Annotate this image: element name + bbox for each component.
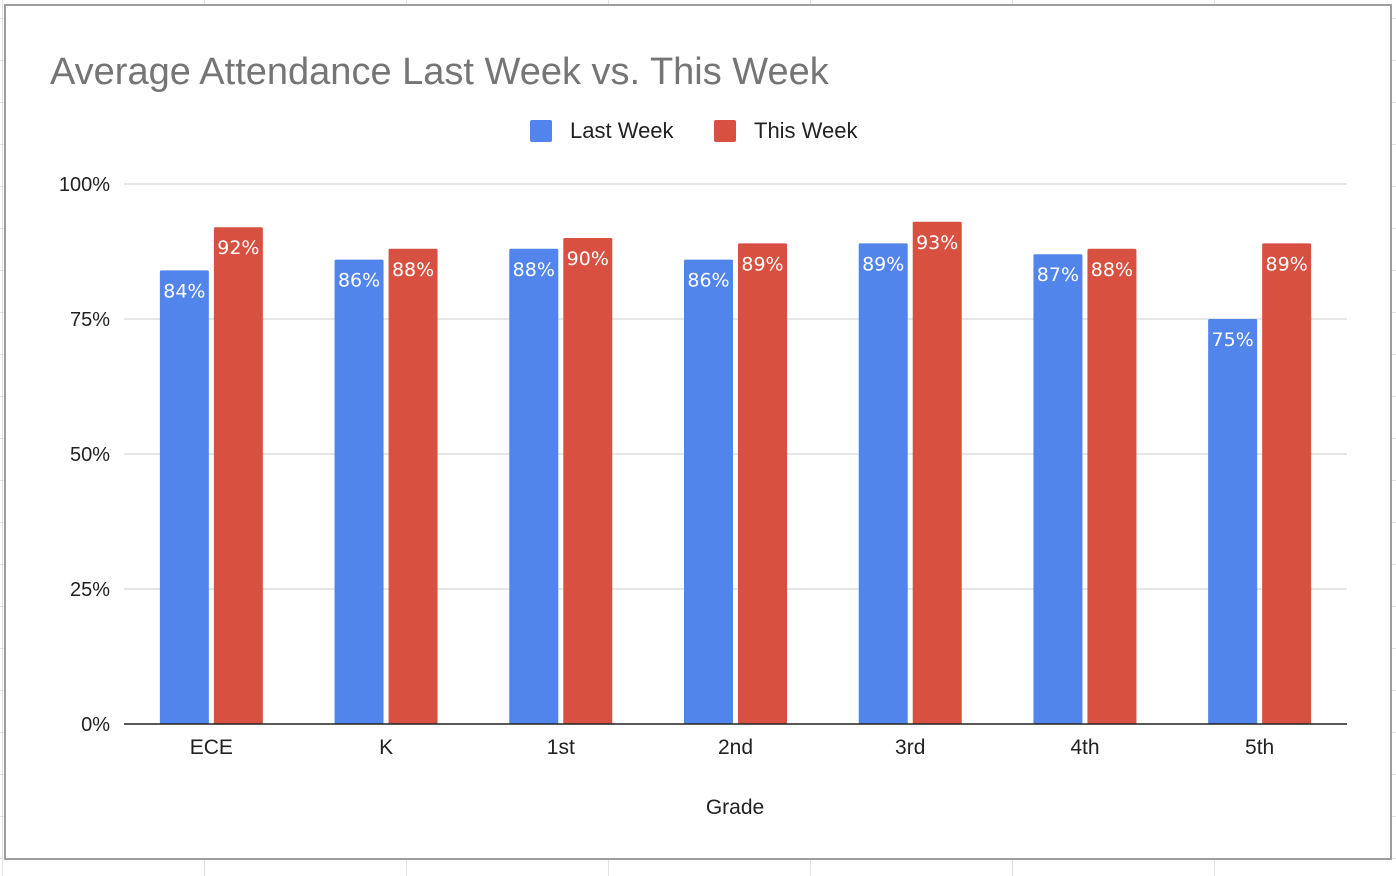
x-tick-label: 4th bbox=[1070, 736, 1099, 759]
data-label: 88% bbox=[1091, 259, 1133, 281]
data-label: 88% bbox=[392, 259, 434, 281]
data-label: 90% bbox=[567, 248, 609, 270]
legend-label: Last Week bbox=[570, 118, 675, 143]
bar-last-week bbox=[334, 259, 384, 724]
bar-last-week bbox=[1208, 319, 1258, 724]
chart-title: Average Attendance Last Week vs. This We… bbox=[50, 51, 830, 93]
data-label: 92% bbox=[217, 237, 259, 259]
y-tick-label: 25% bbox=[70, 579, 110, 601]
data-label: 88% bbox=[513, 259, 555, 281]
bar-this-week bbox=[912, 221, 962, 725]
x-tick-label: 2nd bbox=[718, 736, 753, 759]
bar-this-week bbox=[563, 238, 613, 724]
legend-swatch bbox=[530, 120, 552, 142]
bar-this-week bbox=[738, 243, 787, 724]
data-label: 93% bbox=[916, 232, 958, 254]
x-tick-label: 5th bbox=[1245, 736, 1274, 759]
bar-this-week bbox=[388, 248, 438, 725]
legend-label: This Week bbox=[754, 118, 859, 143]
bar-this-week bbox=[1262, 243, 1312, 724]
x-tick-label: 3rd bbox=[895, 736, 925, 759]
data-label: 89% bbox=[862, 253, 904, 275]
bar-last-week bbox=[684, 259, 733, 724]
gridlines bbox=[124, 183, 1347, 590]
chart: Average Attendance Last Week vs. This We… bbox=[50, 51, 1347, 819]
bar-last-week bbox=[509, 248, 559, 725]
x-tick-label: 1st bbox=[547, 736, 575, 759]
y-tick-label: 75% bbox=[70, 309, 110, 331]
bar-this-week bbox=[1087, 248, 1137, 725]
bar-last-week bbox=[858, 243, 908, 724]
bars bbox=[159, 221, 1312, 725]
legend: Last Week This Week bbox=[530, 118, 859, 143]
data-labels: 84% 92% 86% 88% 88% 90% 86% 89% 89% 93% 87% 88% 75% 8… bbox=[163, 232, 1308, 351]
y-tick-label: 0% bbox=[81, 714, 110, 736]
bar-this-week bbox=[213, 227, 263, 724]
x-axis-title: Grade bbox=[706, 796, 764, 819]
bar-last-week bbox=[1033, 254, 1083, 724]
y-tick-label: 100% bbox=[59, 174, 110, 196]
data-label: 87% bbox=[1037, 264, 1079, 286]
data-label: 86% bbox=[338, 270, 380, 292]
x-tick-label: ECE bbox=[190, 736, 233, 759]
y-axis-ticks: 0% 25% 50% 75% 100% bbox=[59, 174, 110, 736]
data-label: 84% bbox=[163, 280, 205, 302]
legend-swatch bbox=[714, 120, 736, 142]
chart-frame: Average Attendance Last Week vs. This We… bbox=[4, 4, 1392, 860]
x-axis-ticks: ECE K 1st 2nd 3rd 4th 5th bbox=[190, 736, 1274, 759]
x-tick-label: K bbox=[379, 736, 393, 759]
data-label: 89% bbox=[1266, 253, 1308, 275]
bar-last-week bbox=[159, 270, 209, 724]
data-label: 86% bbox=[687, 270, 729, 292]
data-label: 89% bbox=[741, 253, 783, 275]
data-label: 75% bbox=[1212, 329, 1254, 351]
y-tick-label: 50% bbox=[70, 444, 110, 466]
